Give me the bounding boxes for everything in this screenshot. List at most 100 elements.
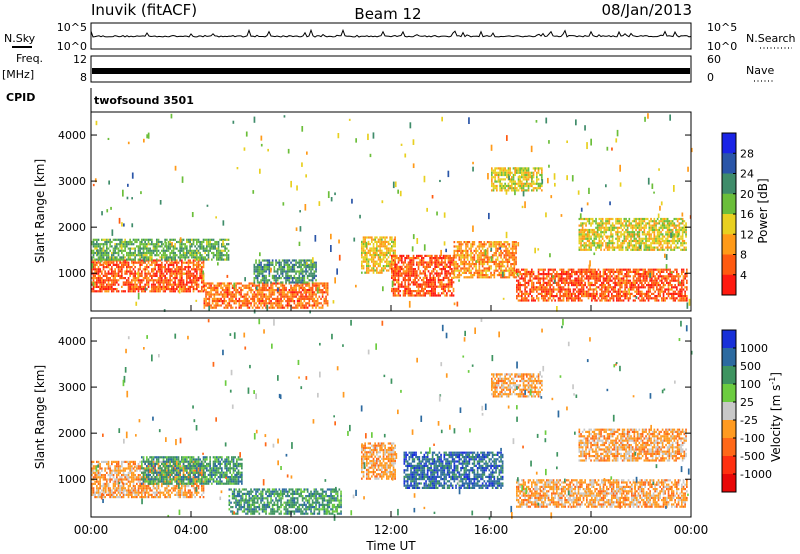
echo-cell [102,274,105,277]
echo-cell [531,299,533,302]
echo-cell [111,283,113,286]
echo-cell [376,271,378,274]
echo-cell [394,263,396,266]
echo-cell [141,251,143,255]
echo-cell [562,273,565,276]
echo-cell [531,273,533,276]
echo-cell [258,281,261,284]
echo-cell [124,263,126,266]
echo-cell [205,297,207,300]
echo-cell [107,256,110,259]
echo-cell [511,247,514,250]
echo-cell [426,276,428,279]
echo-cell [270,304,272,307]
echo-cell [674,284,676,287]
echo-cell [114,249,116,252]
echo-cell [552,286,555,289]
echo-cell [604,284,606,287]
echo-cell [219,251,221,255]
echo-cell [406,272,408,275]
echo-cell [676,292,678,295]
echo-cell [134,240,136,244]
echo-cell [387,265,390,268]
echo-cell [397,281,400,284]
echo-cell [159,256,161,259]
echo-cell [293,266,296,269]
echo-cell [559,299,561,302]
echo-cell [320,302,322,305]
echo-cell [624,279,626,282]
echo-cell [397,274,400,277]
echo-cell [429,254,431,257]
echo-cell [517,288,520,291]
echo-cell [571,275,573,278]
echo-cell [679,299,681,302]
echo-cell [522,292,525,295]
echo-cell [219,249,221,252]
echo-cell [112,290,115,293]
echo-cell [377,245,380,248]
echo-cell [205,289,207,292]
echo-cell [394,287,396,290]
echo-cell [580,235,582,238]
echo-cell [447,265,450,268]
echo-cell [392,279,395,282]
echo-cell [295,284,297,287]
echo-cell [127,290,130,293]
echo-cell [578,239,581,243]
echo-cell [194,283,196,286]
echo-cell [217,245,220,248]
echo-cell [281,284,284,287]
echo-cell [227,258,230,261]
echo-cell [662,284,665,287]
echo-cell [258,286,261,289]
echo-cell [196,263,198,266]
echo-cell [362,251,365,254]
echo-cell [213,306,216,309]
echo-cell [285,295,287,298]
echo-cell [202,266,205,269]
echo-cell [521,277,523,280]
echo-cell [451,259,453,262]
echo-cell [301,281,304,284]
echo-cell [557,275,560,278]
echo-cell [537,268,540,271]
echo-cell [468,271,471,274]
echo-cell [407,265,410,268]
echo-cell [152,247,155,250]
echo-cell [664,268,666,271]
echo-cell [541,284,543,287]
echo-cell [432,279,435,282]
freq-frame [90,55,692,83]
echo-cell [156,279,158,282]
echo-cell [116,263,118,266]
echo-cell [250,286,252,289]
echo-cell [466,258,469,261]
echo-cell [260,302,262,305]
echo-cell [208,304,211,307]
echo-cell [288,277,291,280]
echo-cell [421,254,423,257]
echo-cell [211,243,213,246]
echo-cell [191,261,193,264]
echo-cell [411,290,413,293]
echo-cell [419,294,421,297]
echo-cell [611,268,613,271]
echo-cell [493,243,496,246]
echo-cell [116,251,118,255]
echo-cell [372,251,375,254]
echo-cell [166,270,168,273]
echo-cell [603,233,606,236]
echo-cell [636,292,638,295]
echo-cell [305,291,307,294]
echo-cell [594,275,596,278]
echo-cell [144,245,146,248]
echo-cell [421,259,423,262]
echo-cell [664,297,666,300]
echo-cell [652,281,655,284]
echo-cell [601,286,603,289]
echo-cell [179,258,181,261]
echo-cell [91,281,93,284]
echo-cell [521,292,523,295]
echo-cell [624,284,626,287]
